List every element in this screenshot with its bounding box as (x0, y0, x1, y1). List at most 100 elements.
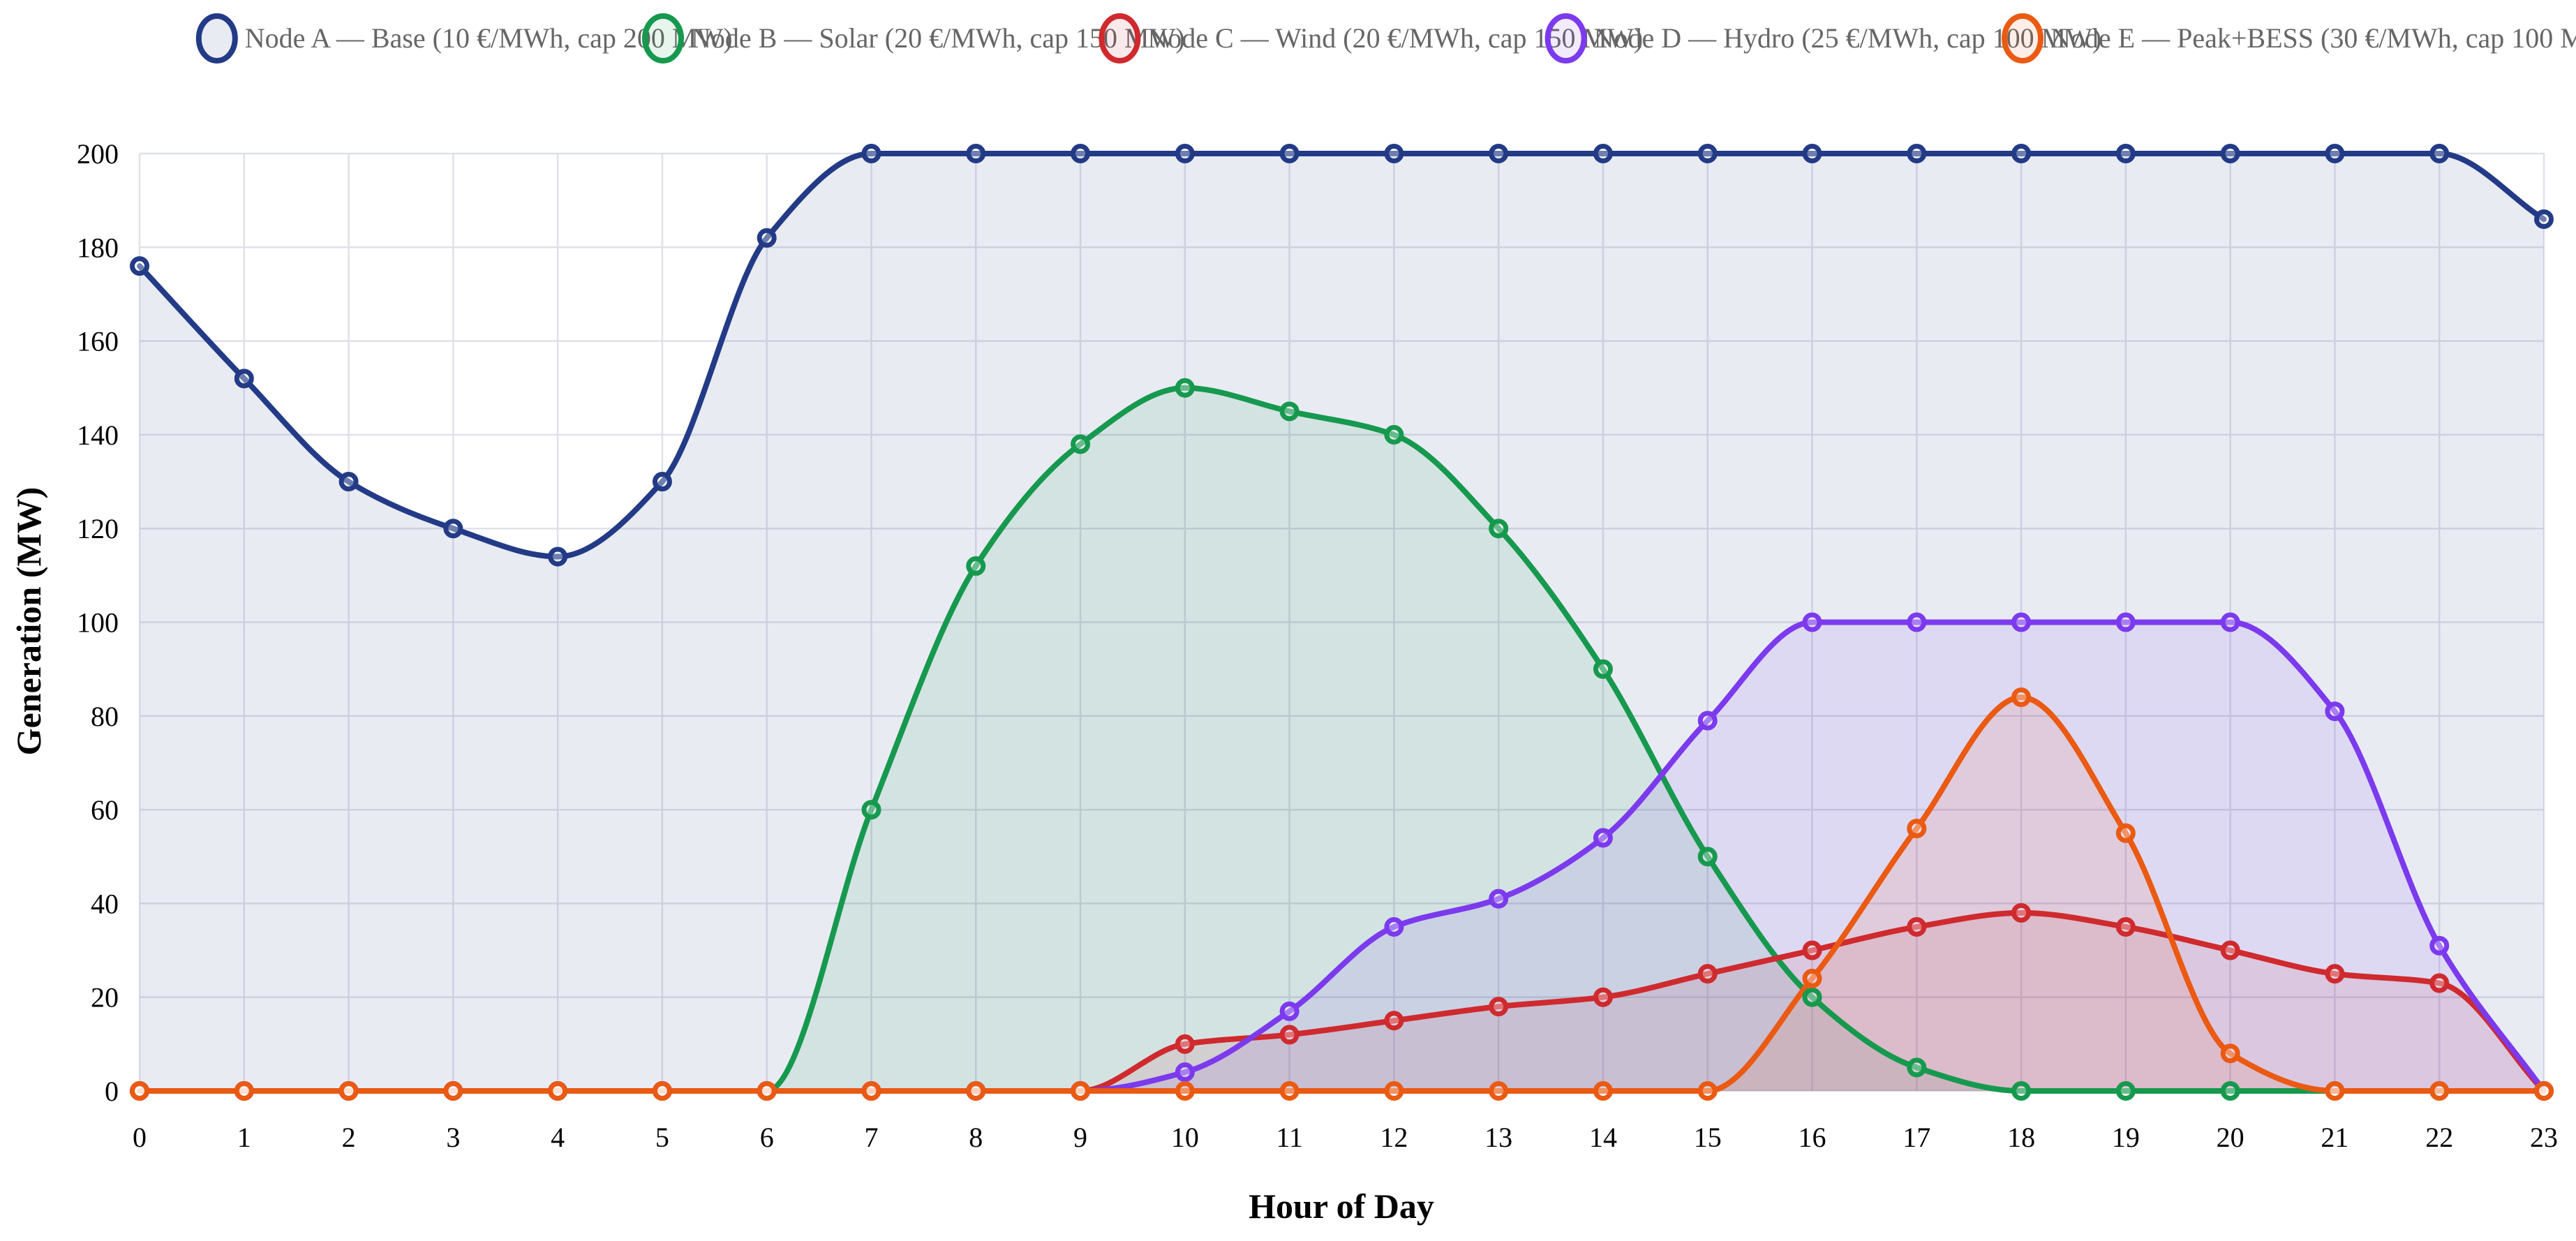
x-tick-label: 0 (133, 1122, 147, 1153)
data-point (1279, 1025, 1300, 1045)
data-point (1697, 144, 1718, 163)
data-point (1489, 144, 1509, 163)
data-point (443, 519, 463, 539)
data-point (861, 144, 881, 163)
legend-swatch[interactable] (195, 13, 238, 64)
data-point (234, 1081, 254, 1101)
data-point (966, 556, 986, 576)
data-point (1802, 987, 1822, 1007)
y-tick-label: 100 (77, 607, 119, 639)
x-tick-label: 22 (2425, 1122, 2453, 1153)
data-point (2325, 144, 2345, 163)
data-point (2429, 973, 2450, 993)
data-point (1593, 1081, 1613, 1101)
legend-item-4[interactable]: Node D — Hydro (25 €/MWh, cap 100 MW) (1544, 13, 2102, 64)
x-tick-label: 11 (1276, 1122, 1303, 1153)
x-tick-label: 1 (237, 1122, 251, 1153)
data-point (1175, 1062, 1195, 1083)
legend-item-5[interactable]: Node E — Peak+BESS (30 €/MWh, cap 100 MW… (2002, 13, 2576, 64)
legend-label[interactable]: Node C — Wind (20 €/MWh, cap 150 MW) (1147, 22, 1643, 54)
data-point (2115, 144, 2136, 163)
x-tick-label: 10 (1171, 1122, 1199, 1153)
data-point (2325, 1081, 2345, 1101)
data-point (2115, 823, 2136, 843)
x-tick-label: 15 (1694, 1122, 1722, 1153)
y-tick-label: 80 (91, 701, 119, 732)
data-point (1279, 144, 1300, 163)
data-point (1593, 828, 1613, 848)
data-point (2011, 902, 2032, 923)
legend-item-1[interactable]: Node A — Base (10 €/MWh, cap 200 MW) (195, 13, 733, 64)
data-point (1279, 1001, 1300, 1021)
x-tick-label: 14 (1589, 1122, 1617, 1153)
data-point (1802, 968, 1822, 988)
y-tick-label: 120 (77, 513, 119, 544)
legend-swatch[interactable] (1544, 13, 1587, 64)
data-point (2011, 612, 2032, 632)
data-point (2429, 144, 2450, 163)
data-point (1489, 1081, 1509, 1101)
data-point (1489, 519, 1509, 539)
data-point (861, 1081, 881, 1101)
y-axis-title: Generation (MW) (9, 487, 48, 756)
data-point (1593, 144, 1613, 163)
data-point (2220, 1081, 2240, 1101)
legend[interactable]: Node A — Base (10 €/MWh, cap 200 MW) Node… (195, 13, 2576, 64)
series-points (130, 144, 2554, 1101)
x-tick-label: 23 (2530, 1122, 2558, 1153)
data-point (1384, 424, 1404, 445)
data-point (548, 1081, 568, 1101)
x-tick-label: 7 (864, 1122, 878, 1153)
data-point (2325, 964, 2345, 984)
data-point (1593, 987, 1613, 1007)
data-point (2220, 144, 2240, 163)
series-area-3 (140, 912, 2544, 1091)
series-line-5 (137, 694, 2547, 1094)
x-axis-title: Hour of Day (1249, 1187, 1434, 1226)
data-point (1489, 889, 1509, 909)
data-point (966, 144, 986, 163)
data-point (1907, 1057, 1927, 1078)
data-point (1802, 612, 1822, 632)
series-area-2 (140, 387, 2544, 1091)
data-point (1279, 1081, 1300, 1101)
y-tick-label: 20 (91, 982, 119, 1013)
data-point (1697, 711, 1718, 731)
data-point (2220, 940, 2240, 960)
series-area-1 (140, 154, 2544, 1091)
y-tick-label: 140 (77, 419, 119, 451)
data-point (2534, 1081, 2554, 1101)
y-tick-label: 60 (91, 794, 119, 826)
x-tick-label: 5 (655, 1122, 669, 1153)
data-point (1384, 1081, 1404, 1101)
legend-label[interactable]: Node D — Hydro (25 €/MWh, cap 100 MW) (1594, 22, 2102, 54)
x-tick-label: 20 (2217, 1122, 2244, 1153)
data-point (2220, 612, 2240, 632)
legend-item-3[interactable]: Node C — Wind (20 €/MWh, cap 150 MW) (1099, 13, 1643, 64)
y-tick-label: 0 (105, 1076, 119, 1107)
legend-swatch[interactable] (1099, 13, 1141, 64)
data-point (130, 1081, 149, 1101)
x-tick-label: 19 (2112, 1122, 2140, 1153)
data-point (338, 472, 359, 492)
legend-label[interactable]: Node E — Peak+BESS (30 €/MWh, cap 100 MW… (2050, 22, 2576, 54)
x-tick-label: 6 (760, 1122, 774, 1153)
data-point (652, 1081, 672, 1101)
data-point (1593, 659, 1613, 679)
data-point (2115, 1081, 2136, 1101)
legend-swatch[interactable] (642, 13, 684, 64)
y-tick-label: 160 (77, 326, 119, 357)
x-tick-label: 4 (551, 1122, 565, 1153)
data-point (966, 1081, 986, 1101)
legend-swatch[interactable] (2002, 13, 2043, 64)
legend-label[interactable]: Node A — Base (10 €/MWh, cap 200 MW) (245, 22, 733, 54)
data-point (2429, 935, 2450, 956)
data-point (1175, 144, 1195, 163)
data-point (2534, 209, 2554, 230)
data-point (2011, 144, 2032, 163)
data-point (443, 1081, 463, 1101)
data-point (338, 1081, 359, 1101)
data-point (234, 369, 254, 389)
data-point (1697, 964, 1718, 984)
